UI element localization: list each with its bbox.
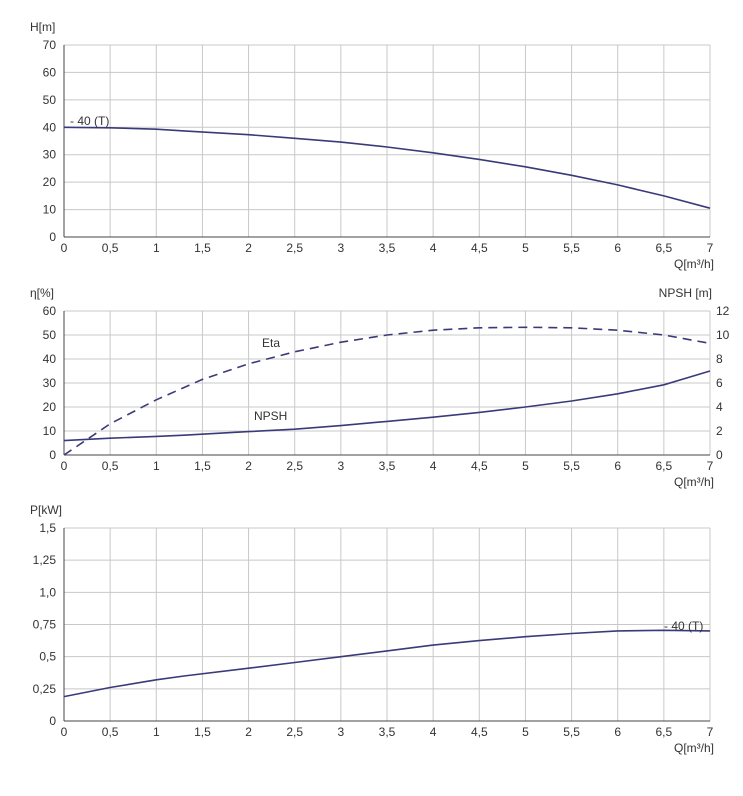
x-tick-label: 1 — [153, 725, 160, 739]
x-tick-label: 6,5 — [656, 241, 673, 255]
series-label: - 40 (T) — [70, 114, 109, 128]
y-tick-label: 0 — [49, 230, 56, 244]
x-tick-label: 0,5 — [102, 459, 119, 473]
y-right-tick-label: 6 — [716, 376, 723, 390]
x-axis-label: Q[m³/h] — [674, 257, 714, 271]
y-tick-label: 60 — [43, 304, 57, 318]
x-tick-label: 2,5 — [286, 241, 303, 255]
y-tick-label: 40 — [43, 120, 57, 134]
x-tick-label: 4 — [430, 459, 437, 473]
y-tick-label: 1,5 — [39, 521, 56, 535]
y-tick-label: 10 — [43, 424, 57, 438]
x-tick-label: 7 — [707, 241, 714, 255]
y-axis-label: H[m] — [30, 20, 55, 34]
x-axis-label: Q[m³/h] — [674, 475, 714, 489]
series-line-1-1 — [63, 126, 711, 209]
x-tick-label: 5 — [522, 459, 529, 473]
x-tick-label: 0 — [61, 459, 68, 473]
series-line-2-2 — [63, 370, 711, 442]
x-tick-label: 5 — [522, 241, 529, 255]
x-tick-label: 2,5 — [286, 725, 303, 739]
y-tick-label: 0,75 — [33, 618, 57, 632]
x-tick-label: 3,5 — [379, 241, 396, 255]
x-tick-label: 2,5 — [286, 459, 303, 473]
x-tick-label: 0,5 — [102, 725, 119, 739]
x-tick-label: 0 — [61, 241, 68, 255]
y-axis-right-label: NPSH [m] — [659, 286, 712, 300]
x-tick-label: 5 — [522, 725, 529, 739]
y-tick-label: 20 — [43, 175, 57, 189]
x-tick-label: 1,5 — [194, 241, 211, 255]
x-tick-label: 4,5 — [471, 241, 488, 255]
y-right-tick-label: 2 — [716, 424, 723, 438]
y-tick-label: 60 — [43, 65, 57, 79]
chart-panel-3: 0 0,5 1 1,5 2 2,5 3 3,5 4 4,5 5 5,5 6 6,5 7 0 0,25 0,5 0,7… — [30, 503, 714, 755]
y-tick-label: 0 — [49, 448, 56, 462]
y-tick-label: 20 — [43, 400, 57, 414]
y-tick-label: 0,5 — [39, 650, 56, 664]
x-tick-label: 4,5 — [471, 459, 488, 473]
x-tick-label: 3,5 — [379, 725, 396, 739]
x-tick-label: 6,5 — [656, 459, 673, 473]
y-right-tick-label: 0 — [716, 448, 723, 462]
x-tick-label: 5,5 — [563, 241, 580, 255]
x-tick-label: 0,5 — [102, 241, 119, 255]
y-right-tick-label: 10 — [716, 328, 730, 342]
x-tick-label: 7 — [707, 459, 714, 473]
series-label-npsh: NPSH — [254, 409, 287, 423]
x-tick-label: 6,5 — [656, 725, 673, 739]
y-tick-label: 1,0 — [39, 585, 56, 599]
y-tick-label: 0,25 — [33, 682, 57, 696]
x-tick-label: 3 — [338, 725, 345, 739]
x-tick-label: 2 — [245, 241, 252, 255]
y-right-tick-label: 8 — [716, 352, 723, 366]
y-tick-label: 30 — [43, 148, 57, 162]
y-tick-label: 70 — [43, 38, 57, 52]
series-label-eta: Eta — [262, 336, 280, 350]
y-tick-label: 0 — [49, 714, 56, 728]
x-tick-label: 0 — [61, 725, 68, 739]
y-tick-label: 40 — [43, 352, 57, 366]
y-tick-label: 50 — [43, 93, 57, 107]
x-tick-label: 3,5 — [379, 459, 396, 473]
y-tick-label: 1,25 — [33, 553, 57, 567]
series-label: - 40 (T) — [664, 619, 703, 633]
x-tick-label: 1 — [153, 241, 160, 255]
x-tick-label: 4 — [430, 241, 437, 255]
y-tick-label: 50 — [43, 328, 57, 342]
x-tick-label: 5,5 — [563, 459, 580, 473]
series-line-3-1 — [63, 629, 711, 698]
x-tick-label: 2 — [245, 459, 252, 473]
chart-panel-2: 0 0,5 1 1,5 2 2,5 3 3,5 4 4,5 5 5,5 6 6,5 701020304050… — [30, 286, 730, 489]
y-tick-label: 10 — [43, 203, 57, 217]
x-tick-label: 4,5 — [471, 725, 488, 739]
x-tick-label: 3 — [338, 459, 345, 473]
x-tick-label: 4 — [430, 725, 437, 739]
chart-panel-1: 0 0,5 1 1,5 2 2,5 3 3,5 4 4,5 5 5,5 6 6,5 701020304050… — [30, 20, 714, 271]
x-tick-label: 1,5 — [194, 725, 211, 739]
x-tick-label: 3 — [338, 241, 345, 255]
x-tick-label: 6 — [614, 241, 621, 255]
y-tick-label: 30 — [43, 376, 57, 390]
y-axis-label: η[%] — [30, 286, 54, 300]
x-tick-label: 1 — [153, 459, 160, 473]
x-axis-label: Q[m³/h] — [674, 741, 714, 755]
y-right-tick-label: 12 — [716, 304, 730, 318]
x-tick-label: 7 — [707, 725, 714, 739]
x-tick-label: 1,5 — [194, 459, 211, 473]
x-tick-label: 6 — [614, 725, 621, 739]
x-tick-label: 5,5 — [563, 725, 580, 739]
series-line-2-1 — [63, 326, 711, 456]
x-tick-label: 2 — [245, 725, 252, 739]
y-right-tick-label: 4 — [716, 400, 723, 414]
y-axis-label: P[kW] — [30, 503, 62, 517]
x-tick-label: 6 — [614, 459, 621, 473]
